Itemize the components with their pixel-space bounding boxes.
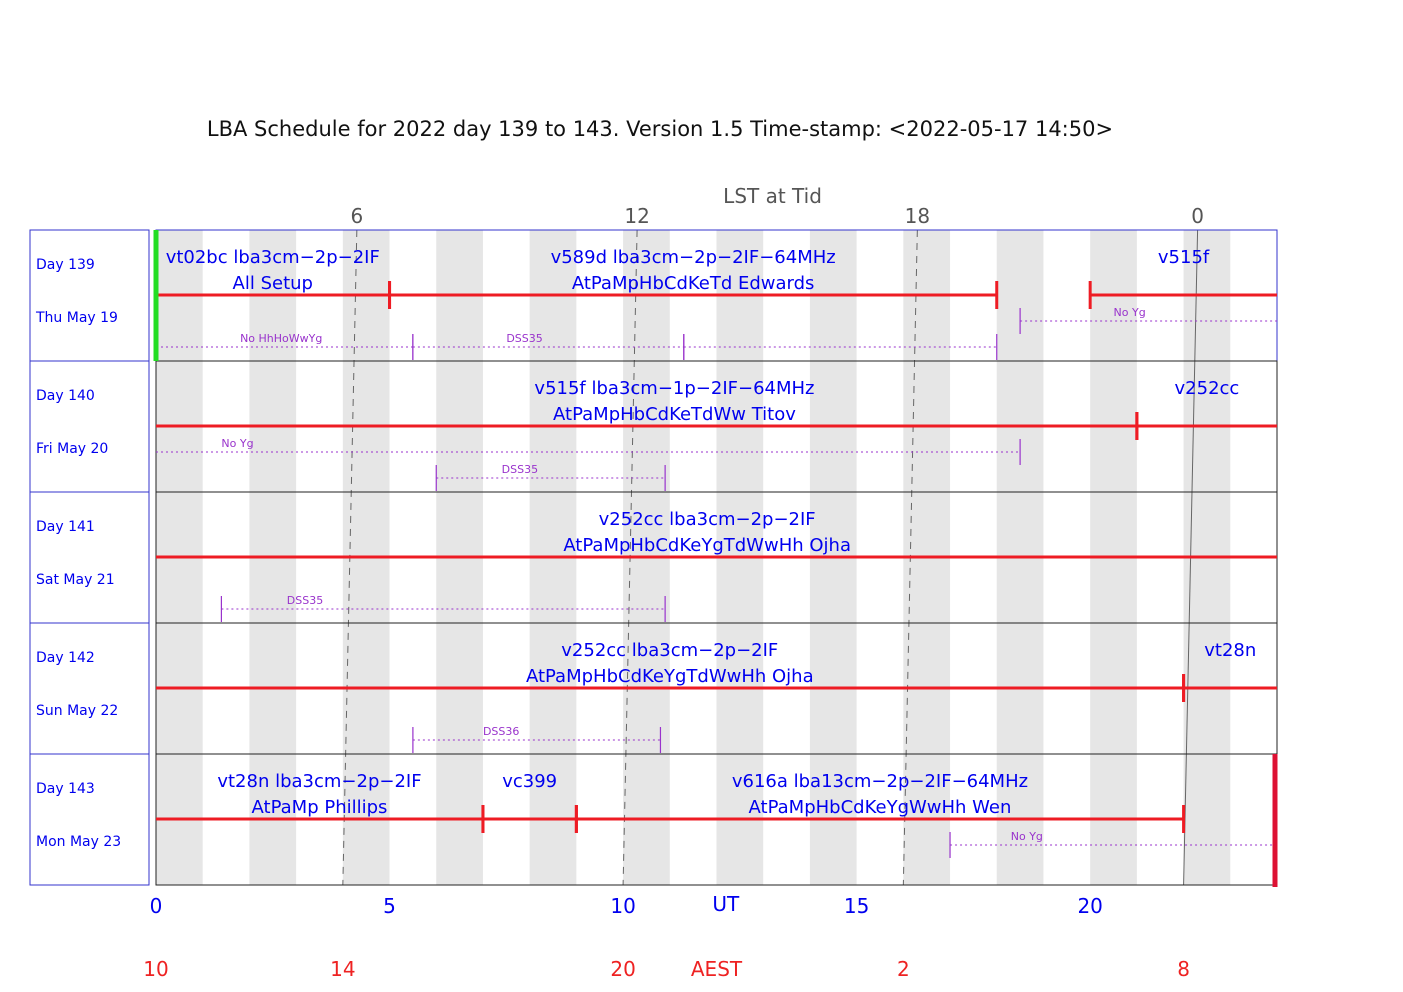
- day-label-box: [29, 360, 150, 493]
- lst-tick-label: 12: [624, 204, 649, 228]
- ut-tick-label: 0: [150, 894, 163, 918]
- day-label-box: [29, 229, 150, 362]
- day-number: Day 140: [36, 388, 95, 404]
- ut-axis-label: UT: [712, 892, 740, 916]
- ut-tick-label: 10: [610, 894, 635, 918]
- day-label-box: [29, 622, 150, 755]
- lst-tick-label: 0: [1191, 204, 1204, 228]
- day-date: Sun May 22: [36, 703, 118, 719]
- note-label: No Yg: [1114, 306, 1146, 319]
- day-date: Fri May 20: [36, 441, 108, 457]
- lst-axis-label: LST at Tid: [723, 184, 822, 208]
- lst-tick-label: 6: [350, 204, 363, 228]
- day-number: Day 139: [36, 257, 95, 273]
- aest-axis-label: AEST: [691, 957, 743, 981]
- note-label: DSS35: [287, 594, 323, 607]
- lst-tick-label: 18: [905, 204, 930, 228]
- day-date: Mon May 23: [36, 834, 121, 850]
- day-number: Day 142: [36, 650, 95, 666]
- day-label-box: [29, 753, 150, 886]
- experiment-title: v616a lba13cm−2p−2IF−64MHz: [732, 771, 1028, 792]
- ut-tick-label: 20: [1077, 894, 1102, 918]
- day-number: Day 143: [36, 781, 95, 797]
- experiment-stations: AtPaMpHbCdKeYgTdWwHh Ojha: [563, 535, 851, 556]
- aest-tick-label: 8: [1177, 957, 1190, 981]
- experiment-title: vc399: [502, 771, 557, 792]
- note-label: DSS35: [506, 332, 542, 345]
- day-rows: Day 139 Thu May 19 No HhHoWwYg DSS35 No Yg vt…: [29, 229, 1278, 887]
- axes: LST at Tid 6 12 18 0 0 5 10 15 20 UT 10 14 20 2 8 AEST: [143, 184, 1204, 981]
- note-label: No Yg: [221, 437, 253, 450]
- experiment-title: v515f lba3cm−1p−2IF−64MHz: [534, 378, 814, 399]
- ut-tick-label: 15: [844, 894, 869, 918]
- chart-title: LBA Schedule for 2022 day 139 to 143. Ve…: [207, 117, 1113, 141]
- experiment-title: vt02bc lba3cm−2p−2IF: [166, 247, 380, 268]
- ut-tick-label: 5: [383, 894, 396, 918]
- experiment-stations: AtPaMp Phillips: [252, 797, 388, 818]
- experiment-stations: AtPaMpHbCdKeTdWw Titov: [553, 404, 796, 425]
- aest-tick-label: 2: [897, 957, 910, 981]
- experiment-title: vt28n: [1204, 640, 1256, 661]
- note-label: DSS35: [502, 463, 538, 476]
- experiment-stations: AtPaMpHbCdKeTd Edwards: [572, 273, 815, 294]
- experiment-stations: AtPaMpHbCdKeYgWwHh Wen: [749, 797, 1012, 818]
- aest-tick-label: 20: [610, 957, 635, 981]
- experiment-stations: AtPaMpHbCdKeYgTdWwHh Ojha: [526, 666, 814, 687]
- experiment-title: v252cc: [1175, 378, 1240, 399]
- note-label: No Yg: [1011, 830, 1043, 843]
- experiment-title: v589d lba3cm−2p−2IF−64MHz: [551, 247, 836, 268]
- experiment-stations: All Setup: [233, 273, 313, 294]
- experiment-title: v252cc lba3cm−2p−2IF: [561, 640, 778, 661]
- experiment-title: vt28n lba3cm−2p−2IF: [217, 771, 421, 792]
- day-date: Sat May 21: [36, 572, 115, 588]
- experiment-title: v515f: [1158, 247, 1210, 268]
- day-date: Thu May 19: [35, 310, 118, 326]
- aest-tick-label: 10: [143, 957, 168, 981]
- note-label: DSS36: [483, 725, 519, 738]
- aest-tick-label: 14: [330, 957, 355, 981]
- day-number: Day 141: [36, 519, 95, 535]
- day-label-box: [29, 491, 150, 624]
- experiment-title: v252cc lba3cm−2p−2IF: [599, 509, 816, 530]
- note-label: No HhHoWwYg: [240, 332, 322, 345]
